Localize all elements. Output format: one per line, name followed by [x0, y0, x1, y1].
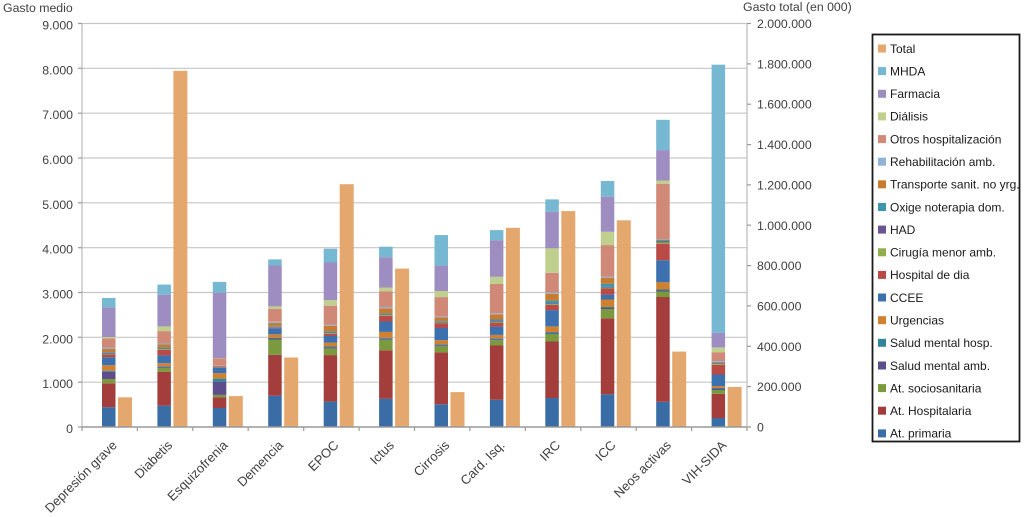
svg-text:1.600.000: 1.600.000	[757, 98, 812, 112]
svg-text:Rehabilitación amb.: Rehabilitación amb.	[890, 155, 995, 169]
svg-text:0: 0	[66, 422, 73, 436]
svg-text:6.000: 6.000	[42, 153, 73, 167]
svg-text:2.000: 2.000	[42, 332, 73, 346]
svg-text:Cirugía menor amb.: Cirugía menor amb.	[890, 246, 996, 260]
svg-text:0: 0	[757, 421, 764, 435]
svg-text:Gasto medio: Gasto medio	[3, 1, 73, 15]
svg-text:At. sociosanitaria: At. sociosanitaria	[890, 381, 982, 395]
svg-text:MHDA: MHDA	[890, 64, 925, 78]
svg-text:Transporte sanit. no yrg.: Transporte sanit. no yrg.	[890, 178, 1020, 192]
svg-text:Salud mental amb.: Salud mental amb.	[890, 359, 990, 373]
svg-text:8.000: 8.000	[42, 63, 73, 77]
svg-text:Oxige noterapia dom.: Oxige noterapia dom.	[890, 200, 1005, 214]
svg-text:4.000: 4.000	[42, 243, 73, 257]
svg-text:400.000: 400.000	[757, 340, 802, 354]
svg-text:1.200.000: 1.200.000	[757, 178, 812, 192]
svg-text:Diálisis: Diálisis	[890, 110, 928, 124]
svg-text:Urgencias: Urgencias	[890, 314, 944, 328]
svg-text:At. Hospitalaria: At. Hospitalaria	[890, 404, 972, 418]
svg-text:1.000: 1.000	[42, 377, 73, 391]
svg-text:Hospital de dia: Hospital de dia	[890, 268, 970, 282]
svg-text:3.000: 3.000	[42, 288, 73, 302]
svg-text:Gasto total (en 000): Gasto total (en 000)	[743, 0, 852, 14]
svg-text:Farmacia: Farmacia	[890, 87, 940, 101]
svg-text:800.000: 800.000	[757, 259, 802, 273]
svg-text:Total: Total	[890, 42, 915, 56]
svg-text:600.000: 600.000	[757, 299, 802, 313]
svg-text:HAD: HAD	[890, 223, 916, 237]
svg-text:1.400.000: 1.400.000	[757, 138, 812, 152]
svg-text:200.000: 200.000	[757, 380, 802, 394]
svg-text:5.000: 5.000	[42, 198, 73, 212]
svg-text:2.000.000: 2.000.000	[757, 17, 812, 31]
svg-text:At. primaria: At. primaria	[890, 427, 952, 441]
svg-text:1.800.000: 1.800.000	[757, 57, 812, 71]
svg-text:1.000.000: 1.000.000	[757, 219, 812, 233]
svg-text:Otros hospitalización: Otros hospitalización	[890, 132, 1001, 146]
svg-text:9.000: 9.000	[42, 19, 73, 33]
svg-text:7.000: 7.000	[42, 108, 73, 122]
svg-text:CCEE: CCEE	[890, 291, 923, 305]
svg-text:Salud mental hosp.: Salud mental hosp.	[890, 336, 993, 350]
